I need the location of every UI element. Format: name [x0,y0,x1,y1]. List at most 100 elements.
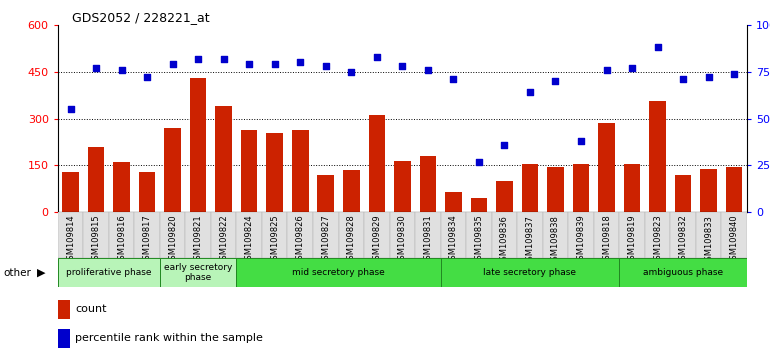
Text: proliferative phase: proliferative phase [66,268,152,277]
Point [575,138,588,144]
Bar [160,212,186,258]
Point [345,69,357,74]
Bar [547,167,564,212]
Bar [190,78,206,212]
Point [677,76,689,82]
Bar [236,212,262,258]
Bar [58,300,70,319]
Bar [394,161,410,212]
Point [166,61,179,67]
Bar [619,258,747,287]
Bar [139,172,156,212]
Point [192,56,204,61]
Point [473,159,485,165]
Bar [517,212,543,258]
Text: GSM109835: GSM109835 [474,215,484,266]
Bar [440,258,619,287]
Bar [568,212,594,258]
Text: GSM109822: GSM109822 [219,215,228,266]
Bar [62,172,79,212]
Text: GSM109815: GSM109815 [92,215,101,266]
Bar [440,212,466,258]
Bar [317,175,334,212]
Bar [671,212,696,258]
Point [269,61,281,67]
Text: mid secretory phase: mid secretory phase [292,268,385,277]
Bar [496,181,513,212]
Text: GSM109828: GSM109828 [346,215,356,266]
Point [116,67,128,73]
Point [90,65,102,71]
Text: GSM109818: GSM109818 [602,215,611,266]
Text: GSM109819: GSM109819 [628,215,637,266]
Bar [113,162,130,212]
Bar [241,130,257,212]
Bar [598,123,614,212]
Point [65,106,77,112]
Text: GSM109825: GSM109825 [270,215,280,266]
Bar [470,198,487,212]
Point [370,54,383,59]
Bar [287,212,313,258]
Text: ambiguous phase: ambiguous phase [643,268,723,277]
Text: other: other [4,268,32,278]
Text: GSM109838: GSM109838 [551,215,560,266]
Point [626,65,638,71]
Bar [160,258,236,287]
Bar [211,212,236,258]
Bar [343,170,360,212]
Text: GSM109833: GSM109833 [704,215,713,266]
Bar [292,130,309,212]
Point [728,71,740,76]
Bar [164,128,181,212]
Point [396,63,408,69]
Bar [58,212,83,258]
Bar [492,212,517,258]
Text: GSM109824: GSM109824 [245,215,253,266]
Bar [420,156,436,212]
Text: percentile rank within the sample: percentile rank within the sample [75,333,263,343]
Text: GSM109816: GSM109816 [117,215,126,266]
Point [498,142,511,148]
Point [447,76,460,82]
Text: GSM109832: GSM109832 [678,215,688,266]
Point [217,56,229,61]
Bar [619,212,644,258]
Point [422,67,434,73]
Text: GSM109814: GSM109814 [66,215,75,266]
Bar [58,258,160,287]
Bar [415,212,440,258]
Bar [701,169,717,212]
Bar [216,106,232,212]
Bar [262,212,287,258]
Bar [624,164,641,212]
Text: count: count [75,304,106,314]
Bar [466,212,492,258]
Text: GSM109827: GSM109827 [321,215,330,266]
Point [524,90,536,95]
Point [294,59,306,65]
Bar [58,329,70,348]
Text: GSM109826: GSM109826 [296,215,305,266]
Point [243,61,256,67]
Bar [134,212,160,258]
Bar [521,164,538,212]
Point [549,78,561,84]
Text: GSM109831: GSM109831 [424,215,432,266]
Point [320,63,332,69]
Text: GSM109820: GSM109820 [168,215,177,266]
Bar [83,212,109,258]
Text: GSM109834: GSM109834 [449,215,458,266]
Text: GSM109821: GSM109821 [193,215,203,266]
Bar [313,212,339,258]
Bar [339,212,364,258]
Bar [364,212,390,258]
Bar [445,192,462,212]
Text: GSM109817: GSM109817 [142,215,152,266]
Bar [266,133,283,212]
Text: GSM109840: GSM109840 [730,215,738,266]
Bar [543,212,568,258]
Point [601,67,613,73]
Text: ▶: ▶ [37,268,45,278]
Bar [573,164,589,212]
